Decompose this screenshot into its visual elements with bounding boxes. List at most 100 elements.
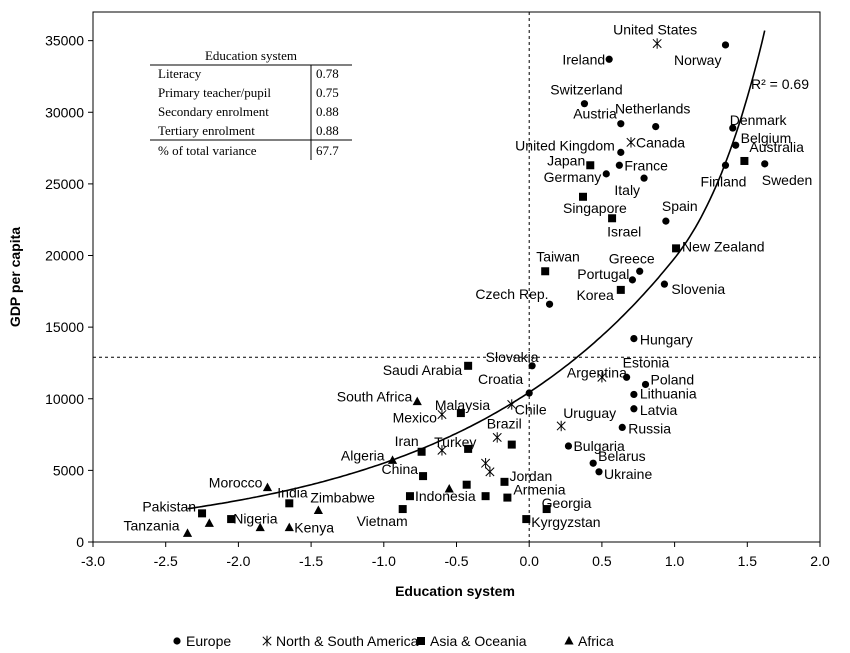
triangle-marker: [444, 484, 454, 493]
point-label: Norway: [674, 52, 721, 68]
square-marker: [672, 244, 681, 253]
square-marker: [503, 493, 512, 502]
x-tick-label: 1.5: [738, 553, 758, 569]
circle-marker: [641, 380, 650, 389]
x-tick-label: -0.5: [444, 553, 468, 569]
point-label: Israel: [607, 223, 641, 239]
y-tick-label: 25000: [45, 176, 84, 192]
point-label: Spain: [662, 198, 698, 214]
point-label: Armenia: [513, 482, 565, 498]
point-label: Saudi Arabia: [383, 362, 463, 378]
triangle-marker: [313, 505, 323, 514]
point-label: Jordan: [509, 468, 552, 484]
circle-marker: [545, 300, 554, 308]
legend-label: Africa: [578, 633, 614, 649]
legend: Europe North & South America Asia & Oceani…: [173, 633, 614, 649]
square-marker: [522, 515, 531, 524]
point-label: Pakistan: [142, 498, 196, 514]
y-tick-label: 0: [76, 534, 84, 550]
square-marker: [578, 192, 587, 201]
point-label: Portugal: [577, 266, 629, 282]
point-label: Singapore: [563, 200, 627, 216]
circle-marker: [617, 120, 625, 128]
circle-marker: [615, 161, 623, 169]
x-tick-label: 1.0: [665, 553, 685, 569]
star-marker: [437, 409, 447, 420]
point-label: Morocco: [209, 475, 263, 491]
point-label: Indonesia: [415, 488, 476, 504]
circle-marker: [636, 267, 644, 275]
x-tick-label: -2.0: [226, 553, 250, 569]
point-label: Russia: [628, 420, 671, 436]
point-label: New Zealand: [682, 238, 765, 254]
point-label: Belgium: [741, 130, 792, 146]
square-marker: [419, 472, 428, 481]
axes: -3.0 -2.5 -2.0 -1.5 -1.0 -0.5 0.0 0.5 1.0 1.5 2.0 0…: [45, 11, 830, 569]
table-row-label: Primary teacher/pupil: [158, 85, 271, 100]
point-label: Kenya: [294, 520, 334, 536]
star-marker: [507, 399, 517, 410]
legend-label: Asia & Oceania: [430, 633, 527, 649]
variance-table: Education system Literacy 0.78 Primary tea…: [150, 48, 352, 160]
square-marker: [198, 509, 207, 518]
x-tick-label: -3.0: [81, 553, 105, 569]
square-marker: [507, 440, 516, 449]
point-label: Uruguay: [563, 405, 616, 421]
point-label: Belarus: [598, 448, 645, 464]
circle-marker: [564, 442, 573, 450]
circle-marker: [630, 334, 638, 343]
circle-marker: [595, 468, 603, 476]
table-row-value: 0.88: [316, 104, 339, 119]
point-label: France: [624, 157, 668, 173]
star-marker: [481, 458, 491, 469]
point-label: India: [277, 484, 308, 500]
point-label: Chile: [515, 401, 547, 417]
point-label: Argentina: [567, 364, 627, 380]
point-label: Turkey: [434, 434, 476, 450]
star-marker: [597, 372, 607, 383]
triangle-marker: [255, 522, 265, 532]
square-marker: [227, 515, 236, 524]
legend-square-marker: [417, 637, 425, 645]
triangle-marker: [204, 518, 214, 527]
point-label: Greece: [609, 250, 655, 266]
table-row-value: 0.88: [316, 123, 339, 138]
x-tick-label: -1.5: [299, 553, 323, 569]
point-label: Iran: [395, 433, 419, 449]
point-label: Poland: [651, 371, 695, 387]
r-squared-label: R² = 0.69: [751, 76, 809, 92]
circle-marker: [721, 41, 730, 49]
point-label: Korea: [576, 287, 614, 303]
y-tick-label: 30000: [45, 104, 84, 120]
point-label: Slovakia: [486, 349, 539, 365]
point-label: Canada: [636, 134, 685, 150]
circle-marker: [729, 124, 737, 132]
circle-marker: [618, 423, 626, 432]
square-marker: [456, 409, 465, 418]
table-row-value: 0.78: [316, 66, 339, 81]
circle-marker: [732, 141, 740, 149]
point-label: Hungary: [640, 332, 693, 348]
circle-marker: [640, 174, 648, 182]
point-label: United Kingdom: [515, 137, 615, 153]
point-label: Switzerland: [550, 82, 622, 98]
circle-marker: [602, 170, 610, 178]
circle-marker: [660, 280, 669, 288]
table-row-label: Secondary enrolment: [158, 104, 269, 119]
circle-marker: [630, 390, 638, 399]
circle-marker: [525, 389, 533, 397]
square-marker: [542, 505, 551, 514]
legend-star-marker: [262, 635, 272, 647]
point-label: Vietnam: [357, 513, 408, 529]
y-tick-label: 5000: [53, 462, 84, 478]
y-tick-label: 20000: [45, 248, 84, 264]
star-marker: [485, 466, 495, 478]
legend-label: North & South America: [276, 633, 419, 649]
point-label: Croatia: [478, 371, 523, 387]
square-marker: [608, 214, 617, 223]
circle-marker: [652, 122, 660, 131]
point-label: Netherlands: [615, 101, 691, 117]
triangle-marker: [387, 455, 398, 464]
star-marker: [437, 445, 447, 456]
point-label: Kyrgyzstan: [531, 514, 600, 530]
